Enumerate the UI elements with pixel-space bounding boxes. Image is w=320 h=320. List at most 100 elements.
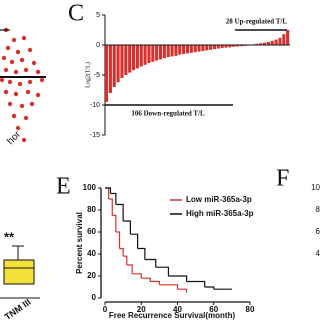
scatter-axis-label: hor [5,129,23,147]
bar [270,40,274,45]
y-tick-label: 0 [96,42,100,49]
bar [255,43,259,45]
bar [139,45,143,67]
bar [212,45,216,50]
survival-step [144,258,157,268]
y-tick-label: 5 [96,12,100,19]
partial-tick-label: 8 [316,205,320,214]
survival-step [150,280,160,285]
bar [178,45,182,55]
bar [182,45,186,54]
survival-step [141,277,151,282]
y-tick-label: -15 [90,132,100,139]
bar [220,45,224,48]
x-tick-label: 40 [173,305,182,314]
bar [155,45,159,61]
bar [232,45,236,47]
survival-step [110,192,117,205]
panel-label: E [56,174,71,200]
y-axis-label: Log2(T/L) [84,62,91,88]
bar [124,45,128,75]
bar [166,45,170,57]
legend-label: High miR-365a-3p [186,209,254,218]
bar [205,45,209,51]
annotation: 106 Down-regulated T/L [131,110,205,118]
y-tick-label: 0 [92,293,97,302]
bar [201,45,205,51]
survival-step [126,264,133,274]
partial-tick-label: 10 [311,183,320,192]
bar [151,45,155,62]
survival-step [119,247,124,257]
bar [147,45,151,63]
survival-step [123,220,131,235]
partial-tick-label: 4 [316,249,320,258]
y-tick-label: 60 [87,227,96,236]
bar [236,45,240,47]
y-tick-label: 80 [87,205,96,214]
y-tick-label: 40 [87,249,96,258]
bar [162,45,166,59]
bar [112,45,116,87]
bar [266,42,270,45]
significance: ** [4,229,15,244]
x-tick-label: 20 [137,305,146,314]
survival-step [105,187,112,194]
bar [224,45,228,48]
survival-step [115,231,121,249]
y-axis-label: Percent survival [75,212,84,274]
bar [239,45,243,47]
survival-step [115,203,124,221]
bar [174,45,178,56]
survival-step [204,286,215,290]
bar [189,45,193,53]
bar [197,45,201,52]
y-tick-label: 100 [83,183,97,192]
bar [170,45,174,57]
survival-step [186,280,206,287]
x-tick-label: 80 [246,305,255,314]
x-tick-label: 0 [103,305,108,314]
bar [274,39,278,45]
bar [120,45,124,78]
y-tick-label: 20 [87,271,96,280]
survival-step [130,233,139,249]
bar [158,45,163,60]
survival-step [105,187,110,199]
survival-step [108,198,113,216]
bar [128,45,132,73]
bar [185,45,190,54]
bar [209,45,213,50]
survival-step [123,255,128,265]
legend-label: Low miR-365a-3p [186,195,252,204]
bar [193,45,197,53]
partial-scatter [0,27,46,143]
box-category: TNM III [3,297,33,320]
bar [282,34,286,45]
survival-step [177,288,188,293]
partial-box [0,245,40,299]
bar [216,45,220,49]
y-tick-label: -5 [94,72,100,79]
survival-step [137,247,146,260]
bar [286,30,290,45]
x-tick-label: 60 [209,305,218,314]
bar [131,45,136,71]
bar [135,45,139,69]
bar [259,43,263,45]
survival-step [132,273,142,279]
survival-step [112,214,117,232]
annotation: 28 Up-regulated T/L [226,18,288,26]
survival-step [168,275,188,282]
bar [105,45,109,102]
bar [116,45,120,83]
bar [228,45,232,48]
x-axis-label: Free Recurrence Survival(month) [109,311,236,320]
bar [263,42,267,45]
panel-label: F [276,166,289,192]
partial-tick-label: 6 [316,227,320,236]
survival-step [159,284,179,290]
bar [278,37,282,45]
bar [108,45,112,93]
